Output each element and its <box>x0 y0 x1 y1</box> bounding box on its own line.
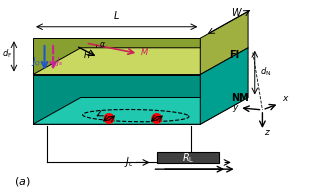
Text: FI: FI <box>229 50 239 60</box>
Polygon shape <box>33 74 200 124</box>
Text: $R_\mathrm{L}$: $R_\mathrm{L}$ <box>182 151 195 165</box>
Circle shape <box>152 114 162 123</box>
Circle shape <box>104 114 114 123</box>
Polygon shape <box>200 12 248 74</box>
Text: $W$: $W$ <box>231 6 243 18</box>
FancyBboxPatch shape <box>157 152 219 163</box>
Text: $d_\mathrm{F}$: $d_\mathrm{F}$ <box>2 47 13 60</box>
Polygon shape <box>200 48 248 124</box>
Text: NM: NM <box>231 93 249 103</box>
Text: $J_s$: $J_s$ <box>55 55 64 68</box>
Text: $J_c$: $J_c$ <box>124 155 134 169</box>
Polygon shape <box>33 38 200 74</box>
Text: $H$: $H$ <box>83 49 91 60</box>
Text: $z$: $z$ <box>264 128 271 137</box>
Polygon shape <box>33 48 248 74</box>
Text: $x$: $x$ <box>282 94 290 103</box>
Text: $M$: $M$ <box>140 46 149 57</box>
Text: $J_Q$: $J_Q$ <box>32 55 42 67</box>
Text: $(a)$: $(a)$ <box>14 175 31 188</box>
Polygon shape <box>33 98 248 124</box>
Text: $L$: $L$ <box>113 9 120 21</box>
Text: $\alpha$: $\alpha$ <box>99 40 106 49</box>
Text: $y$: $y$ <box>232 103 239 114</box>
Text: $d_\mathrm{N}$: $d_\mathrm{N}$ <box>260 66 272 78</box>
